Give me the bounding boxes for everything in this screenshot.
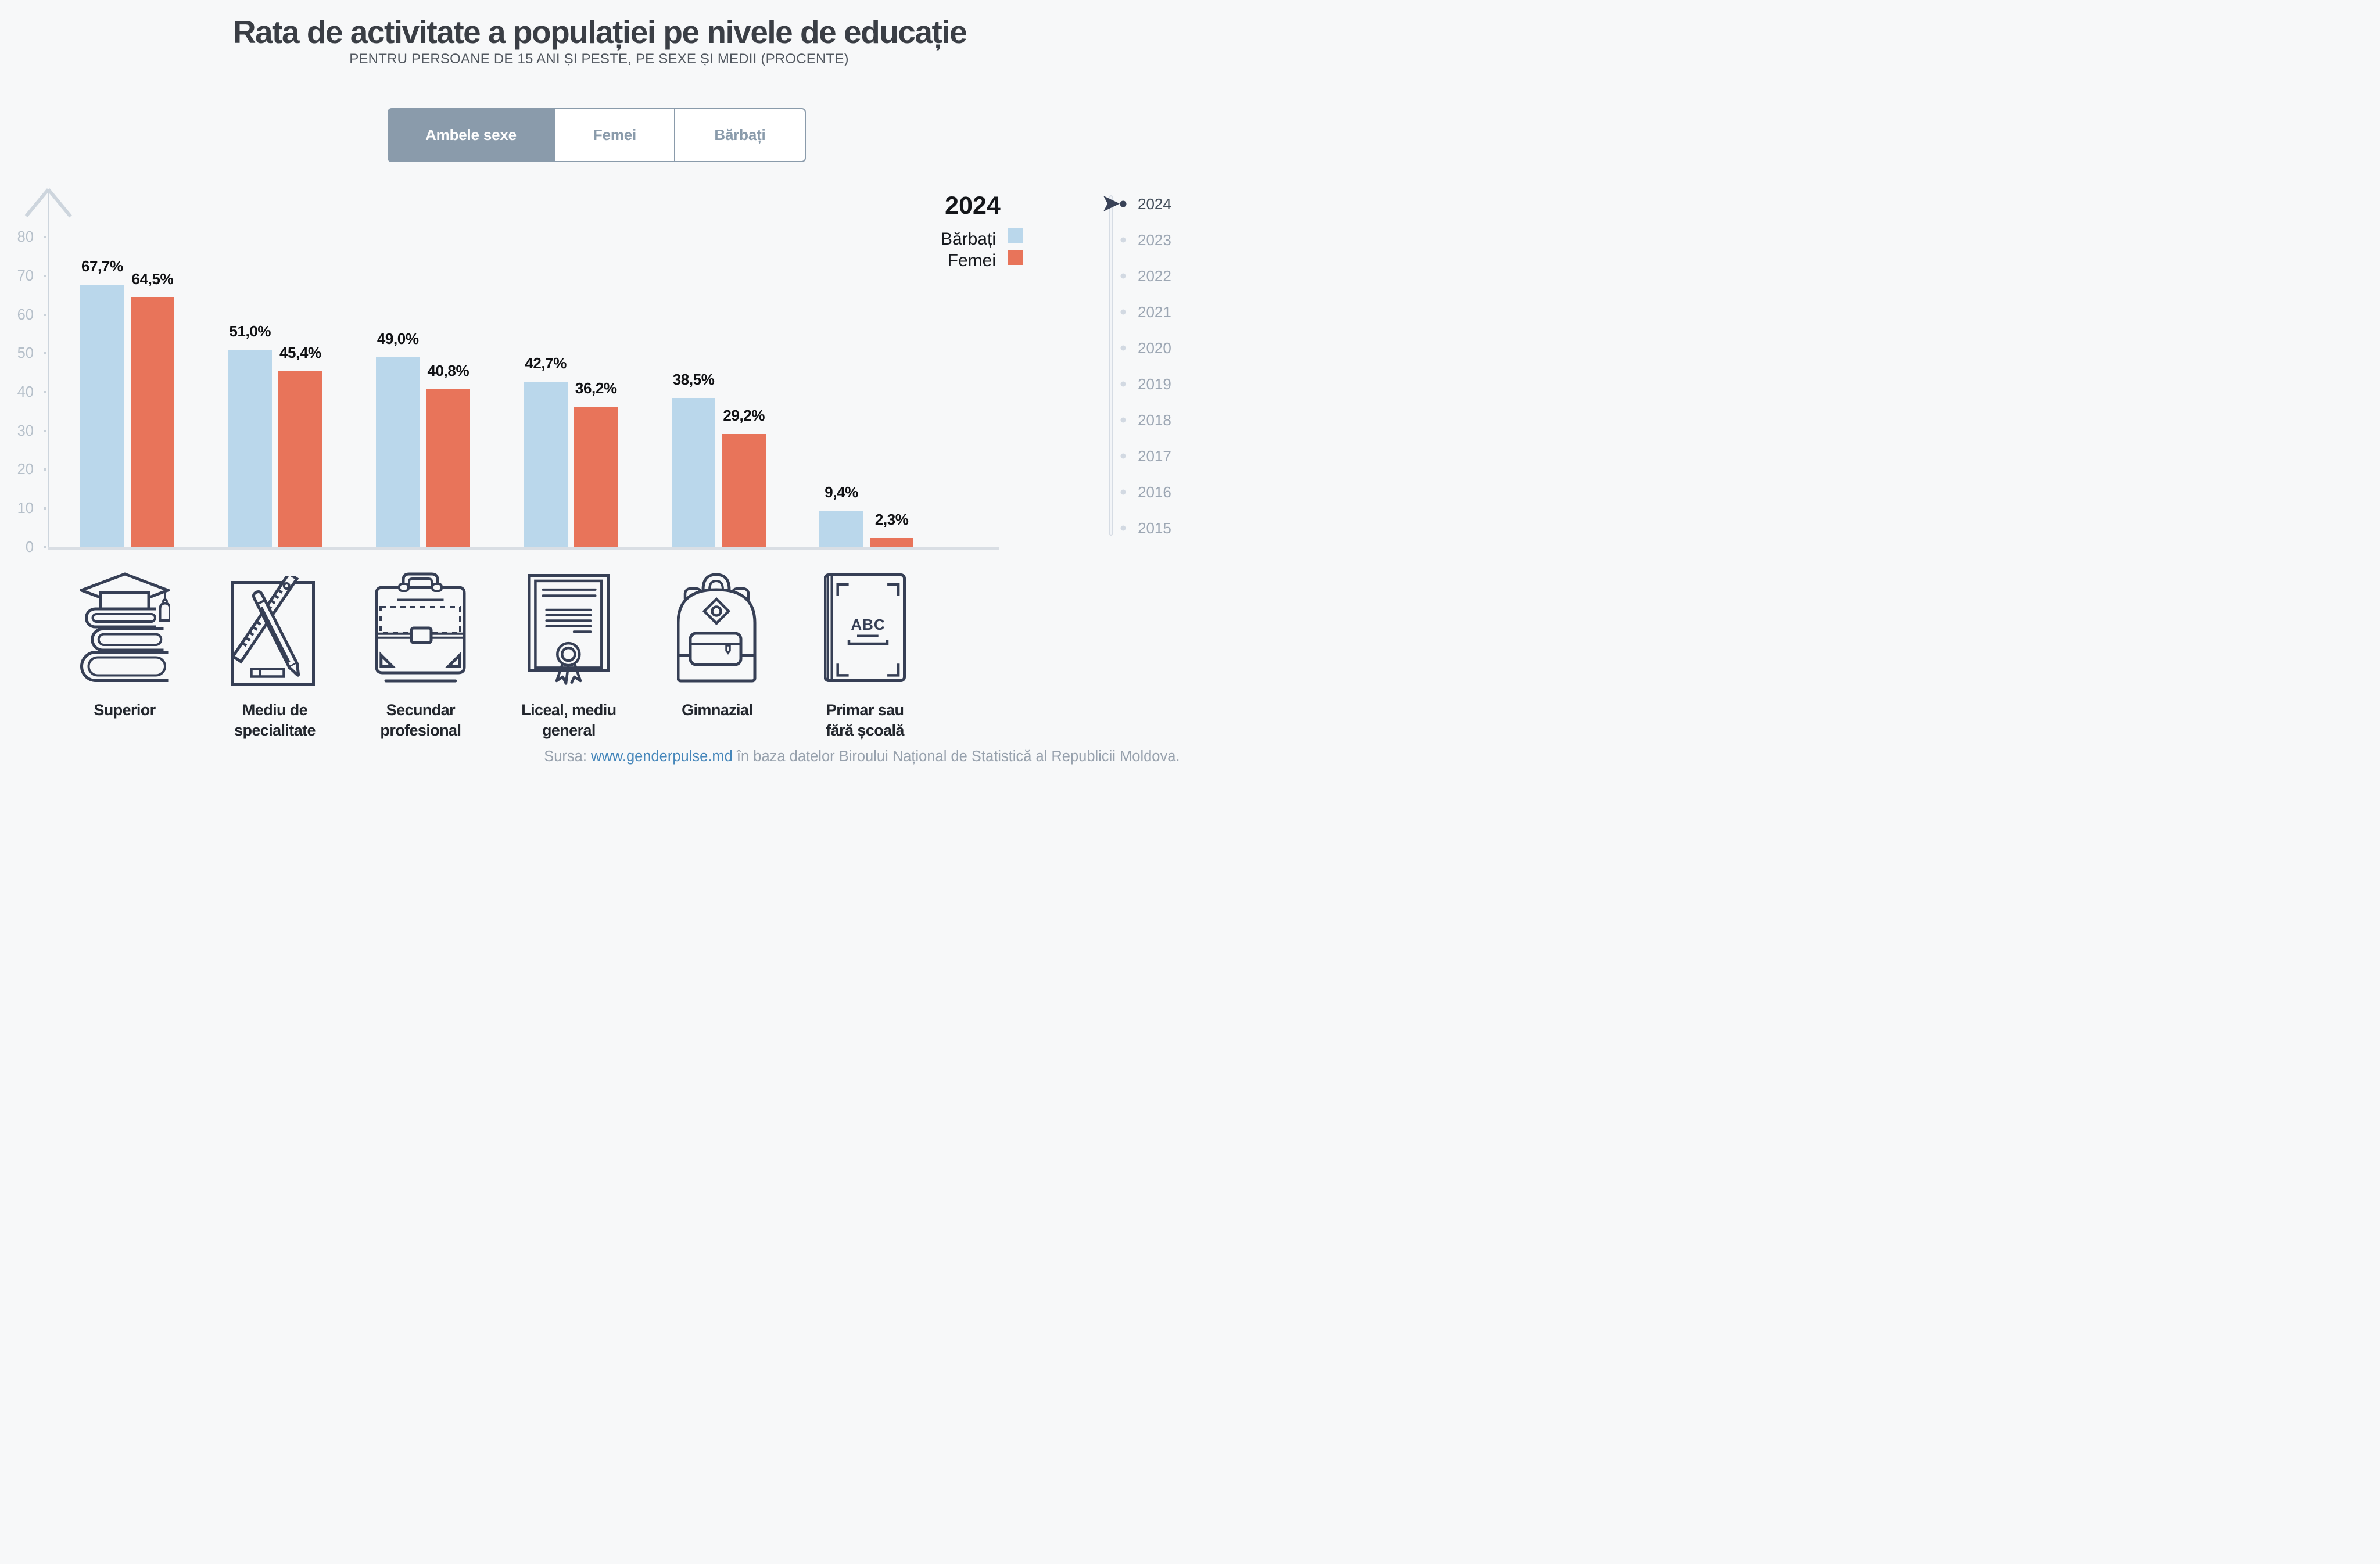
svg-text:ABC: ABC: [851, 616, 885, 633]
